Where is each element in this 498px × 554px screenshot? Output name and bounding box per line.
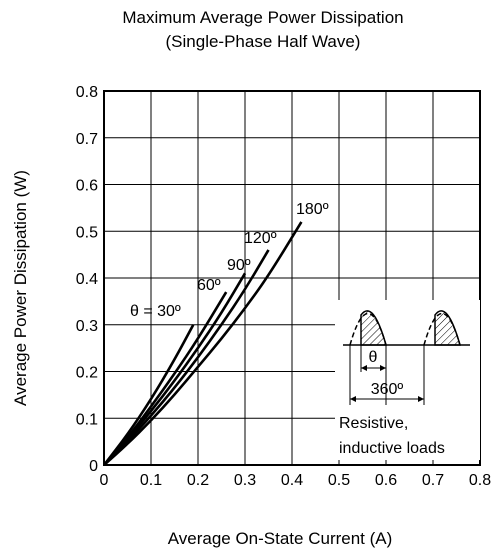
x-axis-label: Average On-State Current (A) (168, 529, 393, 548)
x-tick-label: 0.3 (234, 472, 256, 489)
tick-labels: 0 0.1 0.2 0.3 0.4 0.5 0.6 0.7 0.8 0 0.1 0.2 0.3 0.4 0.… (76, 84, 491, 489)
inset-note-line2: inductive loads (339, 440, 445, 457)
curves (102, 221, 303, 466)
inset-waveform (343, 310, 470, 405)
curve-label-30: θ = 30º (130, 303, 181, 320)
inset-theta-label: θ (369, 349, 378, 366)
x-tick-label: 0.1 (140, 472, 162, 489)
series-line-3 (103, 249, 270, 466)
x-tick-label: 0.7 (422, 472, 444, 489)
inset-background (335, 300, 480, 460)
x-tick-label: 0.2 (187, 472, 209, 489)
y-tick-label: 0.4 (76, 271, 98, 288)
curve-label-120: 120º (244, 230, 277, 247)
x-tick-label: 0.6 (375, 472, 397, 489)
y-axis-label: Average Power Dissipation (W) (11, 170, 30, 406)
curve-label-180: 180º (296, 201, 329, 218)
y-tick-label: 0.8 (76, 84, 98, 101)
y-tick-label: 0 (89, 458, 98, 475)
x-tick-label: 0.4 (281, 472, 303, 489)
chart-title: Maximum Average Power Dissipation (122, 8, 403, 27)
grid (104, 91, 480, 465)
curve-label-90: 90º (227, 257, 251, 274)
x-tick-label: 0.8 (469, 472, 491, 489)
series-line-0 (102, 324, 195, 466)
curve-label-60: 60º (197, 277, 221, 294)
y-tick-label: 0.7 (76, 131, 98, 148)
y-tick-label: 0.6 (76, 178, 98, 195)
x-tick-label: 0.5 (328, 472, 350, 489)
inset-period-label: 360º (371, 381, 404, 398)
x-tick-label: 0 (100, 472, 109, 489)
y-tick-label: 0.3 (76, 318, 98, 335)
y-tick-label: 0.5 (76, 224, 98, 241)
chart-subtitle: (Single-Phase Half Wave) (166, 32, 361, 51)
y-tick-label: 0.2 (76, 365, 98, 382)
y-tick-label: 0.1 (76, 411, 98, 428)
plot-frame (103, 90, 481, 466)
series-line-4 (103, 221, 303, 466)
inset-note-line1: Resistive, (339, 415, 408, 432)
series-line-2 (103, 272, 247, 466)
